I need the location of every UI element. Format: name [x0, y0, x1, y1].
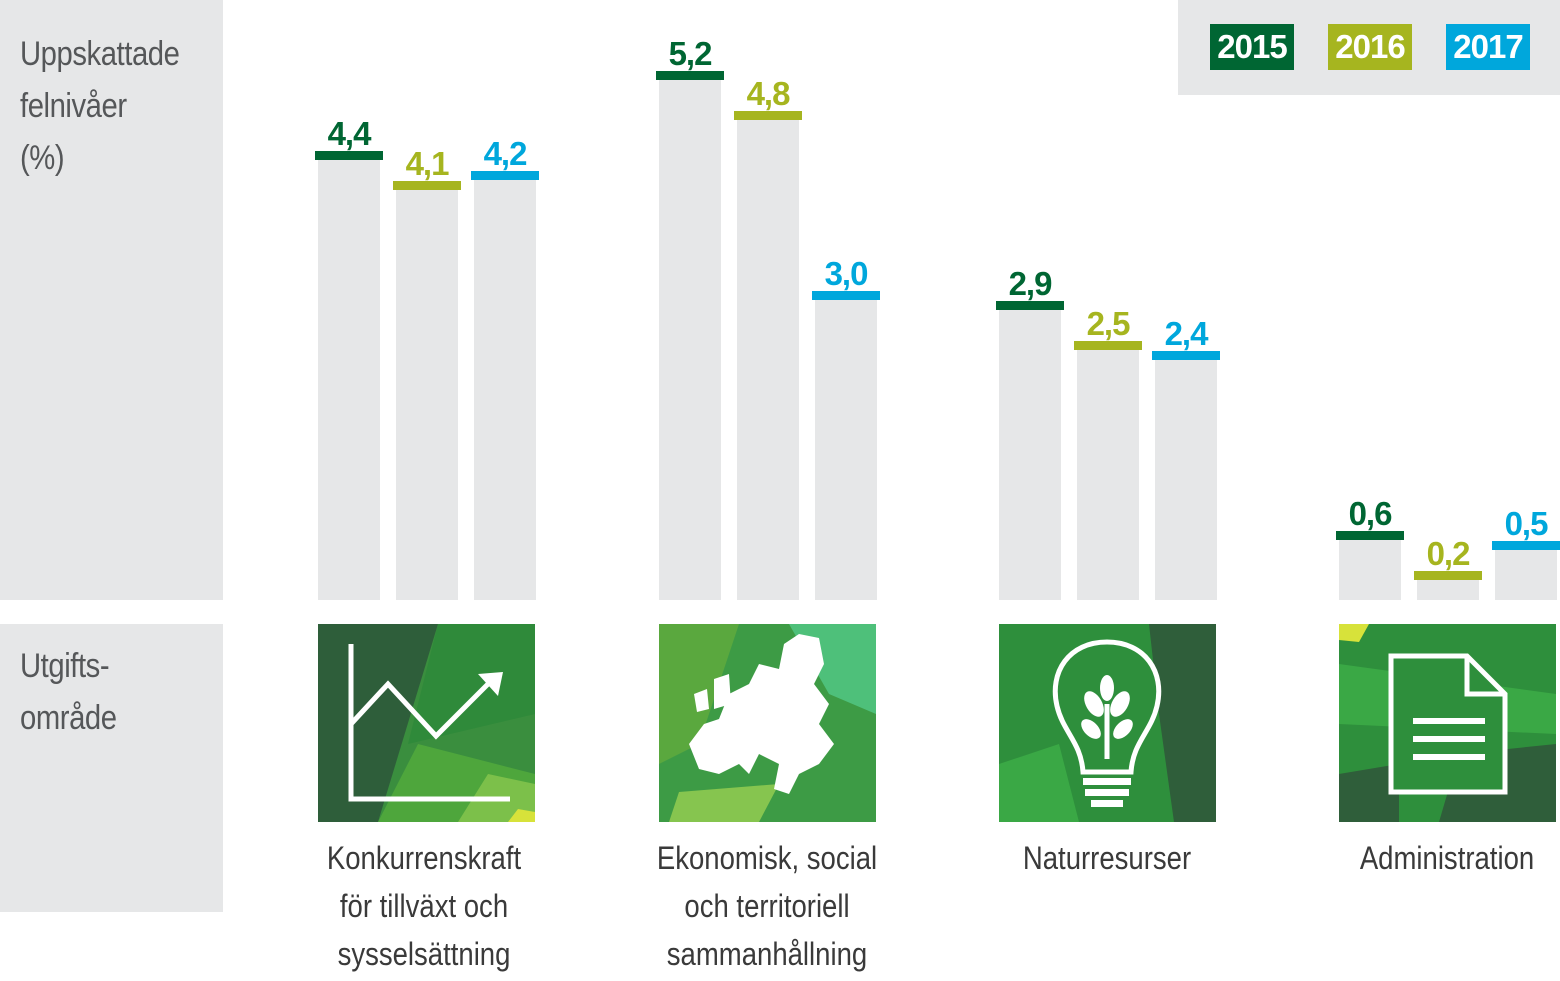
x-axis-label-line: område	[20, 699, 117, 737]
bar-2016-cat4	[1417, 580, 1479, 600]
legend-item-2015: 2015	[1210, 24, 1294, 70]
x-axis-label-line: Utgifts-	[20, 647, 110, 685]
tile-competitiveness	[318, 624, 535, 822]
bar-2017-cat4	[1495, 550, 1557, 600]
legend: 2015 2016 2017	[1178, 0, 1560, 95]
bar-cap-2016-cat1	[393, 181, 461, 190]
tile-cohesion	[659, 624, 876, 822]
category-label-natural-resources: Naturresurser	[967, 834, 1247, 882]
data-label-2017-cat1: 4,2	[484, 135, 528, 172]
y-axis-label-line: (%)	[20, 139, 65, 177]
bar-chart: 4,4 4,1 4,2 5,2 4,8 3,0 2,9 2,5 2,4 0,6 0,2 0,5	[315, 35, 1560, 600]
bar-cap-2017-cat4	[1492, 541, 1560, 550]
bar-cap-2015-cat3	[996, 301, 1064, 310]
data-label-2016-cat3: 2,5	[1087, 305, 1131, 342]
category-label-line: sammanhållning	[666, 936, 868, 972]
category-label-line: Naturresurser	[1022, 840, 1192, 876]
bar-2017-cat3	[1155, 360, 1217, 600]
category-label-administration: Administration	[1307, 834, 1560, 882]
y-axis-label-line: felnivåer	[20, 87, 127, 125]
tile-natural-resources	[999, 624, 1216, 822]
data-label-2016-cat1: 4,1	[406, 145, 450, 182]
line-chart-icon	[318, 624, 535, 822]
legend-item-2017: 2017	[1446, 24, 1530, 70]
data-label-2015-cat4: 0,6	[1349, 495, 1393, 532]
bar-cap-2017-cat1	[471, 171, 539, 180]
bar-2015-cat2	[659, 80, 721, 600]
category-label-line: Administration	[1359, 840, 1535, 876]
bar-2017-cat1	[474, 180, 536, 600]
bar-2016-cat1	[396, 190, 458, 600]
tile-administration	[1339, 624, 1556, 822]
data-label-2017-cat4: 0,5	[1505, 505, 1549, 542]
y-axis-label: Uppskattade felnivåer (%)	[20, 28, 180, 184]
category-label-line: för tillväxt och	[339, 888, 509, 924]
bar-2015-cat3	[999, 310, 1061, 600]
data-label-2015-cat3: 2,9	[1009, 265, 1053, 302]
bar-cap-2017-cat3	[1152, 351, 1220, 360]
category-label-line: Ekonomisk, social	[656, 840, 878, 876]
y-axis-label-line: Uppskattade	[20, 35, 180, 73]
x-axis-label: Utgifts- område	[20, 640, 117, 744]
category-label-line: Konkurrenskraft	[326, 840, 522, 876]
data-label-2015-cat2: 5,2	[669, 35, 713, 72]
bar-2015-cat1	[318, 160, 380, 600]
bar-cap-2015-cat4	[1336, 531, 1404, 540]
bar-cap-2016-cat3	[1074, 341, 1142, 350]
legend-item-2016: 2016	[1328, 24, 1412, 70]
bar-cap-2016-cat4	[1414, 571, 1482, 580]
data-label-2017-cat2: 3,0	[825, 255, 868, 292]
category-label-line: sysselsättning	[337, 936, 511, 972]
bar-cap-2017-cat2	[812, 291, 880, 300]
document-icon	[1339, 624, 1556, 822]
category-label-line: och territoriell	[684, 888, 850, 924]
lightbulb-plant-icon	[999, 624, 1216, 822]
bar-2017-cat2	[815, 300, 877, 600]
data-label-2016-cat4: 0,2	[1427, 535, 1471, 572]
bar-2016-cat2	[737, 120, 799, 600]
x-axis-panel	[0, 624, 223, 912]
data-label-2015-cat1: 4,4	[328, 115, 373, 152]
category-label-competitiveness: Konkurrenskraft för tillväxt och syssels…	[284, 834, 564, 978]
bar-2015-cat4	[1339, 540, 1401, 600]
data-label-2016-cat2: 4,8	[747, 75, 791, 112]
category-label-cohesion: Ekonomisk, social och territoriell samma…	[627, 834, 907, 978]
bar-cap-2015-cat1	[315, 151, 383, 160]
bar-2016-cat3	[1077, 350, 1139, 600]
bar-cap-2016-cat2	[734, 111, 802, 120]
europe-map-icon	[659, 624, 876, 822]
bar-cap-2015-cat2	[656, 71, 724, 80]
y-axis-panel	[0, 0, 223, 600]
data-label-2017-cat3: 2,4	[1165, 315, 1210, 352]
